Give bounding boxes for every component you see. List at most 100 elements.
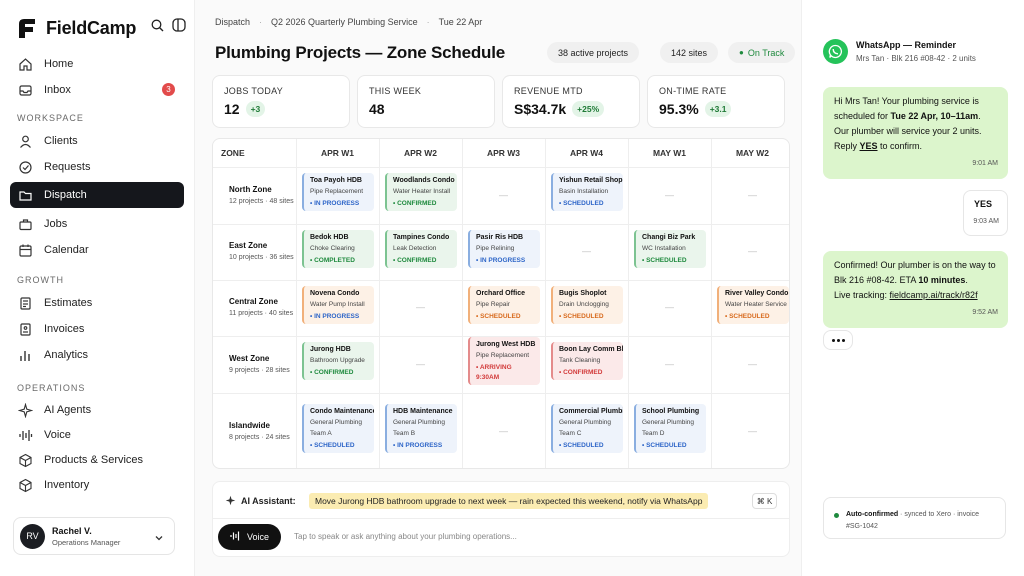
- search-icon[interactable]: [151, 18, 164, 32]
- job-service: WC Installation: [642, 244, 686, 252]
- job-service: Bathroom Upgrade: [310, 357, 365, 364]
- tracking-link[interactable]: fieldcamp.ai/track/r82f: [889, 290, 978, 300]
- message-reply: YES 9:03 AM: [963, 190, 1008, 236]
- breadcrumb-item: Tue 22 Apr: [438, 17, 483, 27]
- sidebar-item-ai-agents[interactable]: AI Agents: [10, 397, 184, 423]
- job-team: Team B: [393, 429, 416, 437]
- job-card[interactable]: Condo Maintenance General Plumbing Team A •…: [302, 403, 374, 453]
- section-operations: OPERATIONS: [17, 383, 86, 393]
- job-card[interactable]: Tampines Condo Leak Detection • CONFIRMED: [385, 229, 457, 268]
- sidebar-item-label: Jobs: [44, 218, 68, 230]
- folder-icon: [17, 187, 33, 203]
- sidebar-item-requests[interactable]: Requests: [10, 154, 184, 180]
- avatar: RV: [20, 523, 45, 549]
- job-status: • IN PROGRESS: [310, 312, 360, 320]
- zone-name: West Zone: [229, 353, 270, 363]
- job-card[interactable]: Woodlands Condo Water Heater Install • CON…: [385, 173, 457, 211]
- zone-schedule-grid: ZONE APR W1 APR W2 APR W3 APR W4 MAY W1 MAY W2…: [212, 138, 790, 469]
- sidebar-item-jobs[interactable]: Jobs: [10, 211, 184, 237]
- sidebar-item-inbox[interactable]: Inbox 3: [10, 77, 184, 103]
- voice-button[interactable]: Voice: [218, 524, 281, 550]
- job-card[interactable]: School Plumbing General Plumbing Team D • S…: [634, 403, 706, 453]
- sidebar-item-home[interactable]: Home: [10, 51, 184, 77]
- job-card[interactable]: Jurong West HDB Pipe Replacement • ARRIVIN…: [468, 336, 540, 385]
- job-card[interactable]: Boon Lay Comm Bldg Tank Cleaning • CONFIRM…: [551, 342, 623, 380]
- check-circle-icon: [17, 159, 33, 175]
- job-card[interactable]: Novena Condo Water Pump Install • IN PROGR…: [302, 285, 374, 324]
- sidebar-item-products-services[interactable]: Products & Services: [10, 447, 184, 473]
- ai-suggestion[interactable]: Move Jurong HDB bathroom upgrade to next…: [309, 493, 709, 509]
- job-card[interactable]: Toa Payoh HDB Pipe Replacement • IN PROGRE…: [302, 173, 374, 211]
- job-service: Pipe Replacement: [476, 351, 530, 359]
- sidebar-item-estimates[interactable]: Estimates: [10, 290, 184, 316]
- job-service: General Plumbing: [393, 418, 446, 426]
- job-card[interactable]: Bugis Shoplot Drain Unclogging • SCHEDULED: [551, 285, 623, 324]
- job-title: Yishun Retail Shop: [559, 177, 623, 184]
- sidebar-item-voice[interactable]: Voice: [10, 422, 184, 448]
- job-service: Water Heater Service: [725, 300, 787, 308]
- job-service: Water Heater Install: [393, 188, 451, 195]
- message-time: 9:01 AM: [972, 160, 998, 167]
- job-title: Commercial Plumbing: [559, 407, 623, 415]
- week-column-header: APR W3: [486, 148, 521, 158]
- auto-confirm-text: · synced to Xero · invoice #SG-1042: [846, 511, 980, 530]
- zone-summary: 8 projects · 24 sites: [229, 433, 290, 441]
- status-pill: ● On Track: [728, 42, 796, 63]
- job-eta: 9:30AM: [476, 373, 500, 381]
- job-card[interactable]: HDB Maintenance General Plumbing Team B • I…: [385, 403, 457, 453]
- bar-chart-icon: [17, 347, 33, 363]
- grid-divider: [213, 393, 789, 394]
- zone-label: Islandwide 8 projects · 24 sites: [229, 421, 290, 441]
- sidebar-item-invoices[interactable]: Invoices: [10, 316, 184, 342]
- grid-divider: [628, 139, 629, 468]
- ai-assistant-label: AI Assistant:: [241, 496, 296, 506]
- job-status: • CONFIRMED: [310, 369, 354, 376]
- shortcut-hint: ⌘ K: [752, 493, 777, 509]
- sidebar-item-inventory[interactable]: Inventory: [10, 472, 184, 498]
- job-title: Jurong West HDB: [476, 340, 536, 348]
- breadcrumb-item[interactable]: Dispatch: [215, 17, 251, 27]
- zone-label: Central Zone 11 projects · 40 sites: [229, 297, 293, 317]
- brand[interactable]: FieldCamp: [17, 17, 136, 39]
- zone-label: North Zone 12 projects · 48 sites: [229, 185, 294, 205]
- week-column-header: MAY W1: [652, 148, 687, 158]
- job-card[interactable]: River Valley Condo Water Heater Service • …: [717, 285, 789, 324]
- kpi-value: 95.3%: [659, 101, 699, 117]
- empty-slot: —: [665, 302, 674, 312]
- job-card[interactable]: Orchard Office Pipe Repair • SCHEDULED: [468, 285, 540, 324]
- job-status: • SCHEDULED: [559, 200, 604, 207]
- sidebar-item-calendar[interactable]: Calendar: [10, 237, 184, 263]
- calculator-icon: [17, 295, 33, 311]
- user-name: Rachel V.: [52, 525, 92, 536]
- week-column-header: MAY W2: [735, 148, 770, 158]
- empty-slot: —: [665, 189, 674, 200]
- sidebar-item-label: Voice: [44, 429, 71, 441]
- zone-column-header: ZONE: [221, 148, 245, 158]
- job-card[interactable]: Yishun Retail Shop Basin Installation • SC…: [551, 173, 623, 211]
- sidebar-item-dispatch[interactable]: Dispatch: [10, 182, 184, 208]
- assistant-input[interactable]: Tap to speak or ask anything about your …: [294, 532, 517, 541]
- sidebar-toggle-icon[interactable]: [172, 18, 186, 32]
- box-icon: [17, 452, 33, 468]
- job-title: Toa Payoh HDB: [310, 177, 362, 184]
- chat-subtitle: Mrs Tan · Blk 216 #08-42 · 2 units: [856, 54, 976, 63]
- job-card[interactable]: Bedok HDB Choke Clearing • COMPLETED: [302, 229, 374, 268]
- calendar-icon: [17, 242, 33, 258]
- job-title: Orchard Office: [476, 289, 526, 297]
- job-card[interactable]: Pasir Ris HDB Pipe Relining • IN PROGRESS: [468, 229, 540, 268]
- job-card[interactable]: Changi Biz Park WC Installation • SCHEDULE…: [634, 229, 706, 268]
- sidebar-item-label: Products & Services: [44, 454, 144, 466]
- sidebar-item-analytics[interactable]: Analytics: [10, 342, 184, 368]
- job-card[interactable]: Commercial Plumbing General Plumbing Team …: [551, 403, 623, 453]
- breadcrumb-item[interactable]: Q2 2026 Quarterly Plumbing Service: [271, 17, 418, 27]
- empty-slot: —: [499, 425, 508, 436]
- job-status: • SCHEDULED: [476, 312, 521, 320]
- job-card[interactable]: Jurong HDB Bathroom Upgrade • CONFIRMED: [302, 342, 374, 380]
- grid-divider: [296, 139, 297, 468]
- week-column-header: APR W2: [403, 148, 438, 158]
- job-title: Novena Condo: [310, 289, 360, 297]
- sidebar-item-clients[interactable]: Clients: [10, 128, 184, 154]
- user-menu[interactable]: RV Rachel V. Operations Manager: [13, 517, 175, 555]
- main-content: Dispatch · Q2 2026 Quarterly Plumbing Se…: [195, 0, 801, 576]
- zone-summary: 12 projects · 48 sites: [229, 197, 294, 205]
